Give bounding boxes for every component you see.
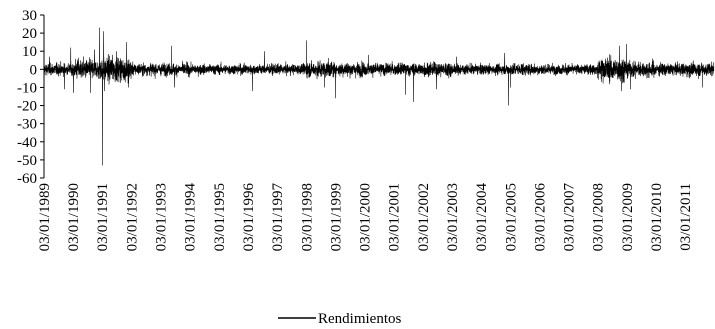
x-tick-label: 03/01/1992 [124,183,140,251]
x-tick-label: 03/01/2005 [503,183,519,251]
x-tick-label: 03/01/2004 [474,183,490,252]
y-axis: 30 20 10 0 -10 -20 -30 -40 -50 -60 [17,8,45,187]
x-tick-label: 03/01/2008 [591,183,607,251]
x-tick-label: 03/01/1991 [95,183,111,251]
y-tick-label: -40 [17,135,37,151]
series-rendimientos [43,27,715,166]
x-tick-label: 03/01/2001 [387,183,403,251]
x-tick-label: 03/01/1996 [241,183,257,252]
y-tick-label: 30 [22,8,37,24]
y-tick-label: -20 [17,99,37,115]
x-tick-label: 03/01/2010 [649,183,665,251]
x-tick-label: 03/01/1995 [212,183,228,251]
legend-label: Rendimientos [318,311,401,327]
y-tick-label: -10 [17,80,37,96]
x-tick-label: 03/01/2006 [532,183,548,252]
x-axis: 03/01/1989 03/01/1990 03/01/1991 03/01/1992… [37,68,714,252]
x-tick-label: 03/01/1998 [299,183,315,251]
x-tick-label: 03/01/1997 [270,183,286,252]
x-tick-label: 03/01/2003 [445,183,461,251]
x-tick-label: 03/01/1990 [66,183,82,251]
x-tick-label: 03/01/2011 [678,183,694,251]
series-line-rendimientos [43,27,715,166]
x-tick-label: 03/01/2002 [416,183,432,251]
y-tick-label: -60 [17,171,37,187]
y-tick-label: -50 [17,153,37,169]
x-tick-label: 03/01/1999 [328,183,344,251]
y-tick-label: 0 [30,62,38,78]
x-tick-label: 03/01/2007 [562,183,578,252]
y-tick-label: -30 [17,117,37,133]
x-tick-label: 03/01/1994 [183,183,199,252]
x-tick-label: 03/01/2000 [358,183,374,251]
legend: Rendimientos [278,311,401,327]
y-tick-label: 10 [22,44,37,60]
x-tick-label: 03/01/1989 [37,183,53,251]
y-tick-label: 20 [22,26,37,42]
x-tick-label: 03/01/2009 [620,183,636,251]
x-tick-label: 03/01/1993 [154,183,170,251]
